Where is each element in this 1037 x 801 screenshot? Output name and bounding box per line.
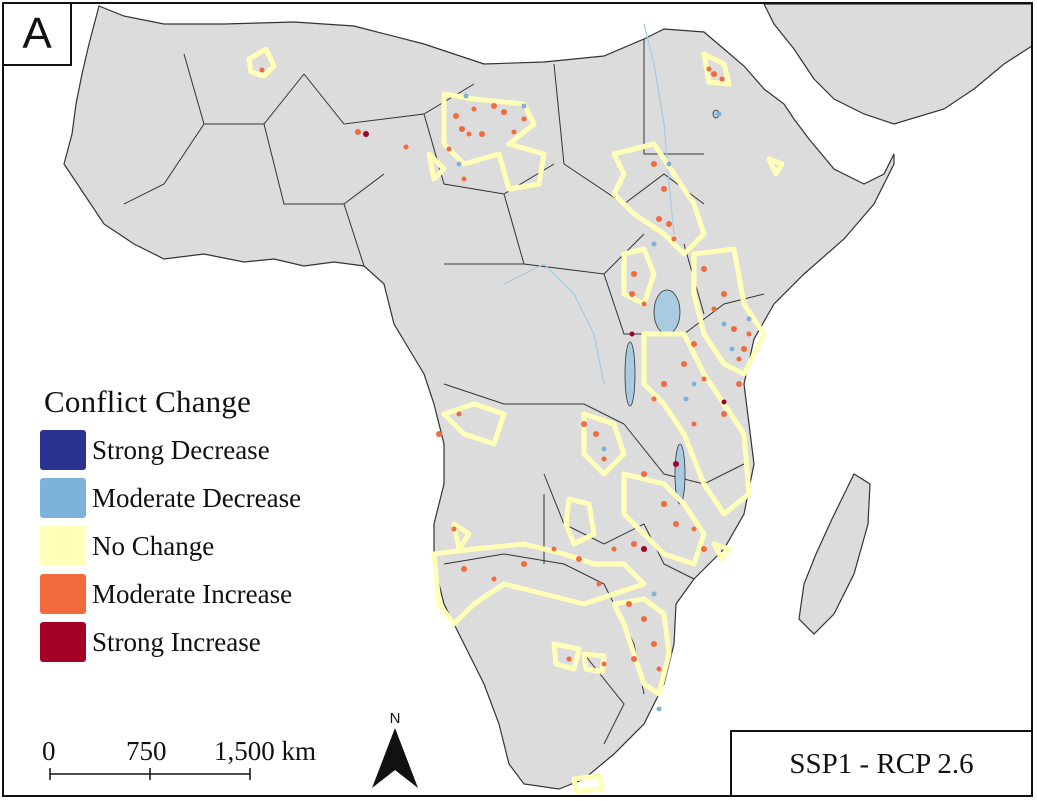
lake-tanganyika xyxy=(624,341,636,407)
scale-label-750: 750 xyxy=(126,736,167,766)
legend-label: Moderate Increase xyxy=(92,578,293,609)
legend-label: Strong Decrease xyxy=(92,434,270,465)
north-arrow-icon xyxy=(372,728,418,788)
nile-river xyxy=(643,23,675,235)
legend-item: Strong Increase xyxy=(40,618,301,666)
panel-letter: A xyxy=(4,4,72,66)
scale-label-0: 0 xyxy=(42,736,56,766)
legend-swatch xyxy=(40,478,86,518)
north-letter: N xyxy=(389,710,401,727)
arabia-landmass xyxy=(763,4,1031,125)
rivers xyxy=(503,23,675,385)
madagascar xyxy=(798,473,871,635)
legend-item: Moderate Increase xyxy=(40,570,301,618)
moderate-decrease-points xyxy=(456,93,752,712)
legend-title: Conflict Change xyxy=(44,384,252,419)
legend-item: Moderate Decrease xyxy=(40,474,301,522)
lake-malawi xyxy=(674,443,686,505)
legend-swatch xyxy=(40,526,86,566)
north-arrow: N xyxy=(368,710,422,792)
no-change-regions xyxy=(246,46,785,794)
scale-label-1500: 1,500 km xyxy=(214,736,317,766)
legend-swatch xyxy=(40,622,86,662)
strong-increase-points xyxy=(363,131,727,552)
legend-swatch xyxy=(40,430,86,470)
moderate-increase-points xyxy=(259,66,752,672)
lake-victoria xyxy=(653,289,681,335)
country-borders xyxy=(123,39,765,745)
africa-map[interactable] xyxy=(4,4,1033,797)
legend: Conflict Change Strong Decrease Moderate… xyxy=(40,384,301,666)
scenario-label: SSP1 - RCP 2.6 xyxy=(730,730,1031,795)
scale-bar-line xyxy=(49,768,251,780)
legend-label: Strong Increase xyxy=(92,626,261,657)
legend-label: No Change xyxy=(92,530,215,561)
legend-label: Moderate Decrease xyxy=(92,482,302,513)
scale-bar: 0 750 1,500 km xyxy=(42,736,352,786)
legend-item: No Change xyxy=(40,522,301,570)
legend-item: Strong Decrease xyxy=(40,426,301,474)
lakes xyxy=(624,109,720,505)
legend-swatch xyxy=(40,574,86,614)
congo-river xyxy=(503,263,605,385)
